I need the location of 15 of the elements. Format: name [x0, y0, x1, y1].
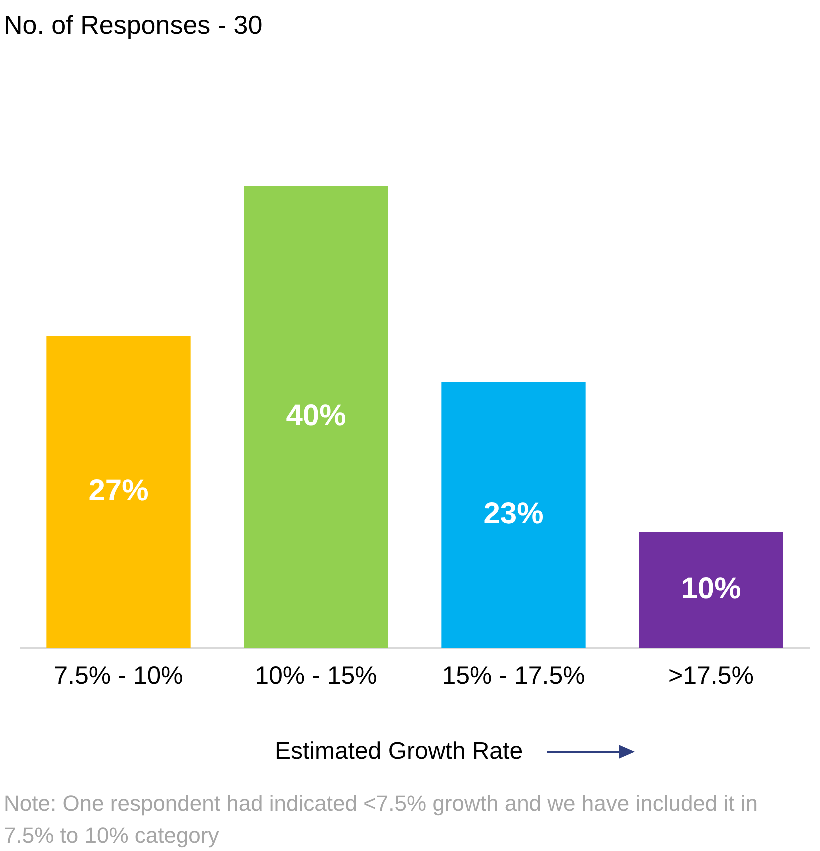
bar [244, 186, 388, 648]
data-label: 27% [88, 474, 149, 508]
bar [639, 532, 784, 648]
x-tick-label: 7.5% - 10% [54, 662, 184, 690]
bar [442, 382, 586, 648]
x-tick-label: 10% - 15% [255, 662, 378, 690]
data-label: 40% [286, 399, 346, 432]
bar [46, 336, 191, 648]
chart-title: No. of Responses - 30 [4, 10, 263, 41]
data-label: 10% [681, 572, 742, 606]
data-label: 23% [484, 497, 544, 530]
x-tick-label: >17.5% [668, 662, 754, 690]
text: Note: One respondent had indicated <7.5% growth and we have included it in 7.5% to 10% category [4, 790, 760, 850]
x-tick-label: 15% - 17.5% [442, 662, 586, 690]
x-axis-title: Estimated Growth Rate [274, 738, 524, 766]
